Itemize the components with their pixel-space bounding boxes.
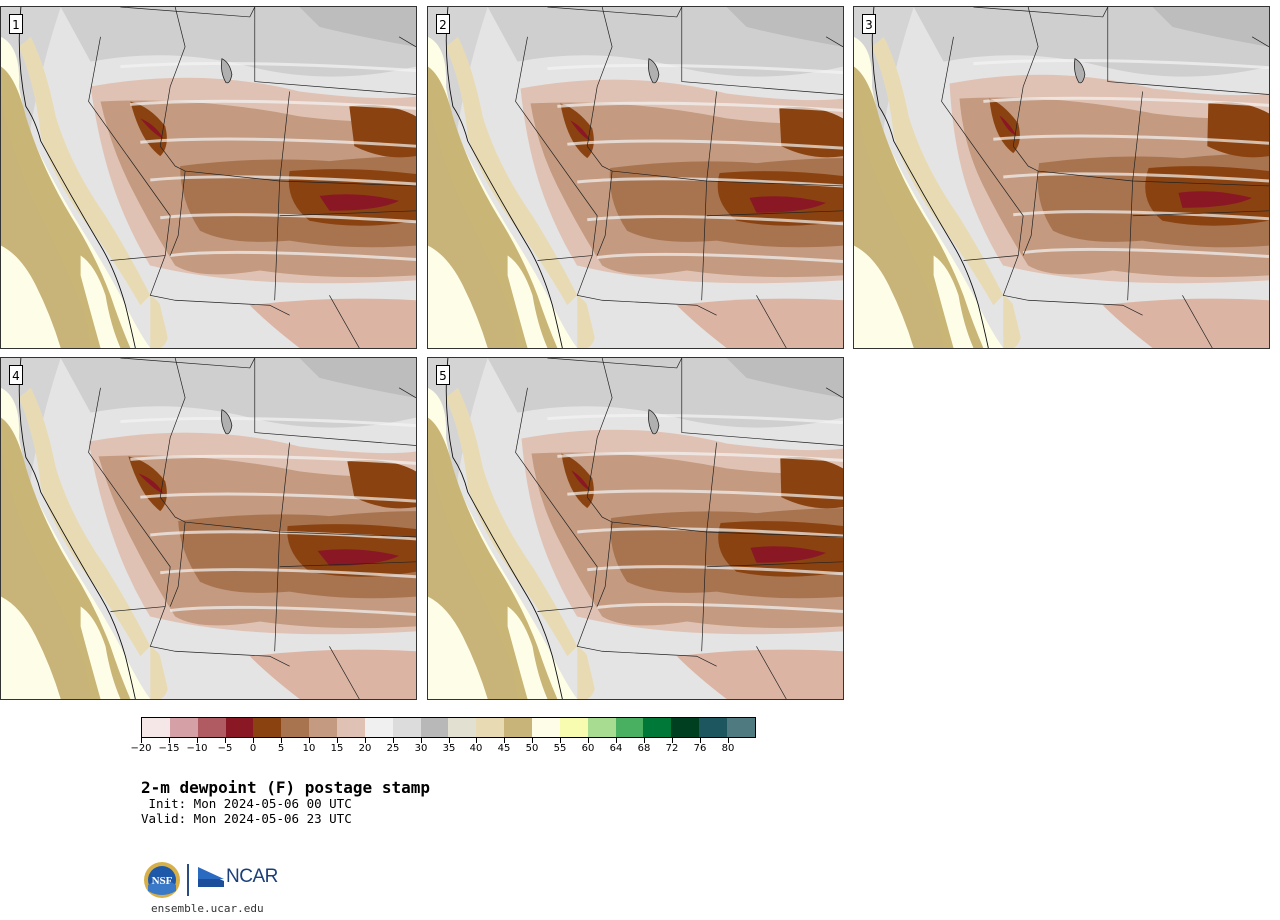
ncar-logo-icon [198, 867, 224, 887]
colorbar-tick [253, 738, 254, 743]
colorbar-tick [365, 738, 366, 743]
colorbar-cell [504, 718, 533, 737]
colorbar-tick [476, 738, 477, 743]
panel-number: 4 [9, 365, 23, 385]
dewpoint-map [854, 7, 1269, 348]
colorbar-tick [337, 738, 338, 743]
dewpoint-map [1, 7, 416, 348]
logo-divider [187, 864, 189, 896]
colorbar-cell [142, 718, 170, 737]
colorbar-cell [587, 718, 616, 737]
colorbar-tick [560, 738, 561, 743]
site-url: ensemble.ucar.edu [151, 902, 264, 915]
colorbar-cell [615, 718, 644, 737]
colorbar-tick-label: 20 [358, 743, 372, 754]
colorbar-tick-label: 35 [442, 743, 456, 754]
colorbar-tick [309, 738, 310, 743]
colorbar-ticks: −20 −15 −10 −5 0 5 10 15 20 25 30 35 40 45 50 55 60 64 68 7… [130, 738, 756, 758]
valid-time: Valid: Mon 2024-05-06 23 UTC [141, 811, 352, 826]
colorbar-cell [559, 718, 588, 737]
colorbar-tick-label: 64 [609, 743, 623, 754]
colorbar-cell [699, 718, 728, 737]
nsf-logo-text: NSF [152, 875, 173, 887]
colorbar-tick-label: 68 [637, 743, 651, 754]
colorbar-tick [393, 738, 394, 743]
colorbar [141, 717, 756, 738]
colorbar-tick [700, 738, 701, 743]
colorbar-tick [449, 738, 450, 743]
colorbar-cell [364, 718, 393, 737]
colorbar-tick-label: −15 [158, 743, 180, 754]
ncar-logo-text: NCAR [226, 866, 278, 887]
init-time: Init: Mon 2024-05-06 00 UTC [141, 796, 352, 811]
map-panel-3: 3 [853, 6, 1270, 349]
colorbar-tick [588, 738, 589, 743]
colorbar-tick-label: 60 [581, 743, 595, 754]
colorbar-cell [643, 718, 672, 737]
colorbar-cell [337, 718, 365, 737]
dewpoint-map [428, 358, 843, 699]
colorbar-tick [616, 738, 617, 743]
colorbar-tick-label: 45 [497, 743, 511, 754]
colorbar-tick [281, 738, 282, 743]
colorbar-tick-label: 76 [693, 743, 707, 754]
colorbar-tick-label: 55 [553, 743, 567, 754]
panel-number: 5 [436, 365, 450, 385]
colorbar-tick [141, 738, 142, 743]
colorbar-cell [281, 718, 310, 737]
colorbar-cell [169, 718, 198, 737]
colorbar-tick-label: 30 [414, 743, 428, 754]
colorbar-cell [197, 718, 226, 737]
colorbar-cell [225, 718, 254, 737]
colorbar-tick-label: 5 [277, 743, 285, 754]
dewpoint-map [428, 7, 843, 348]
colorbar-cell [448, 718, 477, 737]
colorbar-cell [532, 718, 560, 737]
colorbar-tick [225, 738, 226, 743]
map-panel-1: 1 [0, 6, 417, 349]
colorbar-cell [309, 718, 338, 737]
colorbar-tick [421, 738, 422, 743]
colorbar-tick-label: 80 [721, 743, 735, 754]
colorbar-tick-label: 0 [249, 743, 257, 754]
colorbar-cell [253, 718, 282, 737]
colorbar-cell [476, 718, 505, 737]
figure-title: 2-m dewpoint (F) postage stamp [141, 778, 430, 797]
colorbar-cell [727, 718, 755, 737]
panel-number: 2 [436, 14, 450, 34]
colorbar-tick [504, 738, 505, 743]
map-panel-4: 4 [0, 357, 417, 700]
map-panel-5: 5 [427, 357, 844, 700]
colorbar-tick-label: −20 [130, 743, 152, 754]
colorbar-cell [392, 718, 421, 737]
colorbar-tick-label: −10 [186, 743, 208, 754]
ncar-logo: NCAR [198, 866, 278, 888]
colorbar-tick [532, 738, 533, 743]
colorbar-tick-label: 25 [386, 743, 400, 754]
colorbar-cell [671, 718, 700, 737]
colorbar-tick-label: 72 [665, 743, 679, 754]
colorbar-tick-label: −5 [217, 743, 233, 754]
colorbar-tick [644, 738, 645, 743]
colorbar-tick-label: 40 [469, 743, 483, 754]
panel-number: 1 [9, 14, 23, 34]
dewpoint-map [1, 358, 416, 699]
panel-number: 3 [862, 14, 876, 34]
colorbar-tick [672, 738, 673, 743]
map-panel-2: 2 [427, 6, 844, 349]
colorbar-tick [728, 738, 729, 743]
colorbar-tick-label: 15 [330, 743, 344, 754]
colorbar-tick [169, 738, 170, 743]
colorbar-cell [420, 718, 449, 737]
colorbar-tick [197, 738, 198, 743]
colorbar-tick-label: 10 [302, 743, 316, 754]
colorbar-tick-label: 50 [525, 743, 539, 754]
nsf-logo-icon: NSF [144, 862, 180, 898]
